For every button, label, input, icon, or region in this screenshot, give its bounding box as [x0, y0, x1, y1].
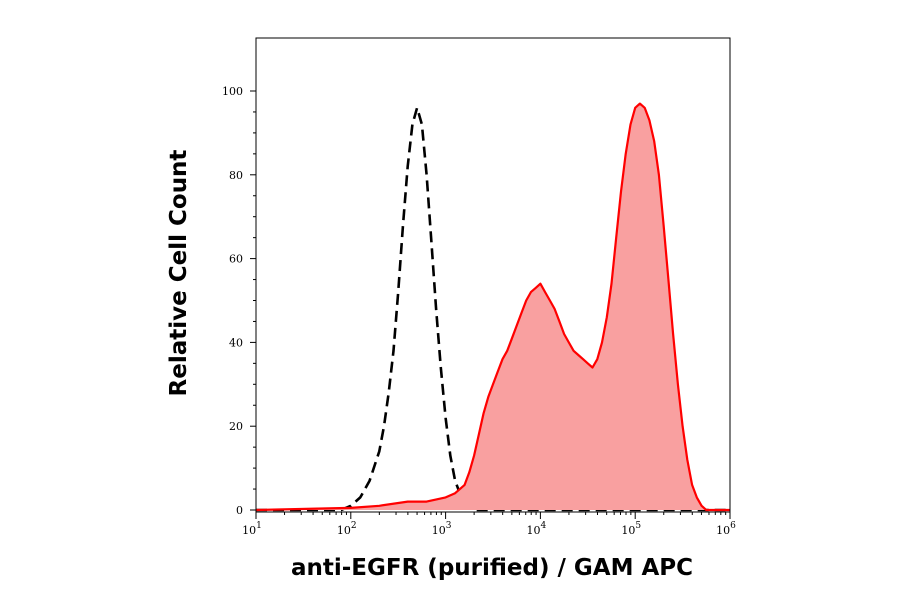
x-tick-label: 102: [337, 521, 357, 537]
x-tick-exponent: 5: [635, 521, 641, 531]
x-tick-base: 10: [621, 524, 635, 537]
y-tick-label: 80: [229, 169, 243, 182]
filled-histogram-line: [255, 102, 730, 512]
plot-frame: [255, 37, 731, 513]
filled-histogram-area: [256, 103, 730, 510]
series-layer: [255, 102, 730, 512]
x-axis-title: anti-EGFR (purified) / GAM APC: [291, 555, 693, 581]
x-tick-exponent: 3: [446, 521, 452, 531]
y-tick-label: 20: [229, 420, 243, 433]
x-tick-exponent: 4: [541, 521, 547, 531]
x-tick-label: 106: [716, 521, 736, 537]
x-tick-base: 10: [716, 524, 730, 537]
y-tick-label: 40: [229, 336, 243, 349]
x-tick-label: 101: [242, 521, 262, 537]
x-tick-exponent: 6: [730, 521, 736, 531]
x-tick-exponent: 1: [256, 521, 262, 531]
y-tick-label: 0: [236, 504, 243, 517]
y-axis: 0 20 40 60 80 100: [222, 85, 256, 517]
x-tick-label: 104: [527, 521, 547, 537]
x-tick-label: 105: [621, 521, 641, 537]
y-axis-title: Relative Cell Count: [166, 150, 192, 397]
x-tick-base: 10: [242, 524, 256, 537]
x-tick-base: 10: [527, 524, 541, 537]
y-tick-label: 100: [222, 85, 243, 98]
x-axis: 101 102 103 104 105 106: [242, 512, 736, 537]
x-tick-exponent: 2: [351, 521, 357, 531]
y-tick-label: 60: [229, 253, 243, 266]
x-tick-base: 10: [337, 524, 351, 537]
x-tick-label: 103: [432, 521, 452, 537]
x-tick-base: 10: [432, 524, 446, 537]
